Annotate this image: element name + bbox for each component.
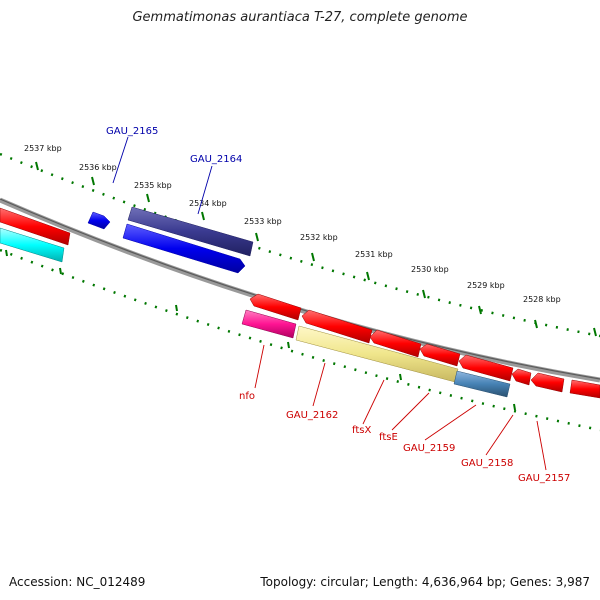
gene-label: nfo	[239, 391, 255, 402]
map-title: Gemmatimonas aurantiaca T-27, complete g…	[132, 10, 468, 25]
gene-label: GAU_2157	[518, 473, 570, 484]
genome-backbone	[0, 197, 600, 383]
gene-gau-2157-red	[530, 372, 565, 393]
gene-label: GAU_2165	[106, 126, 158, 137]
gene-gau-2159	[453, 370, 511, 398]
kbp-label: 2529 kbp	[467, 281, 505, 290]
gene-label: ftsX	[352, 425, 371, 436]
gene-end-red	[569, 379, 600, 399]
gene-label: GAU_2159	[403, 443, 455, 454]
kbp-label: 2533 kbp	[244, 217, 282, 226]
gene-nfo	[241, 309, 297, 339]
kbp-label: 2528 kbp	[523, 295, 561, 304]
topology-label: Topology: circular; Length: 4,636,964 bp…	[260, 575, 590, 589]
kbp-label: 2536 kbp	[79, 163, 117, 172]
gene-gau-2165	[87, 211, 111, 230]
gene-forward-red	[0, 207, 71, 246]
gene-gau-2164-dark	[127, 206, 254, 257]
outer-major-ticks	[35, 161, 597, 337]
gene-label: GAU_2164	[190, 154, 242, 165]
gene-nfo-red	[249, 293, 302, 321]
kbp-label: 2537 kbp	[24, 144, 62, 153]
gene-label: GAU_2158	[461, 458, 513, 469]
gene-gau-2164	[122, 223, 246, 274]
gene-gau-2162-red	[301, 309, 373, 344]
kbp-label: 2532 kbp	[300, 233, 338, 242]
gene-label: ftsE	[379, 432, 398, 443]
accession-label: Accession: NC_012489	[9, 575, 146, 589]
kbp-labels: 2537 kbp 2536 kbp 2535 kbp 2534 kbp 2533…	[24, 144, 561, 304]
kbp-label: 2535 kbp	[134, 181, 172, 190]
gene-cyan	[0, 227, 65, 263]
gene-ftsx-red	[369, 329, 422, 358]
leader-lines	[112, 136, 547, 471]
gene-gau-2159-red	[458, 354, 514, 382]
gene-label: GAU_2162	[286, 410, 338, 421]
gene-ftse-red	[419, 343, 461, 367]
kbp-label: 2530 kbp	[411, 265, 449, 274]
gene-gau-2158-red	[511, 368, 532, 386]
inner-major-ticks	[5, 249, 516, 411]
kbp-label: 2531 kbp	[355, 250, 393, 259]
kbp-label: 2534 kbp	[189, 199, 227, 208]
